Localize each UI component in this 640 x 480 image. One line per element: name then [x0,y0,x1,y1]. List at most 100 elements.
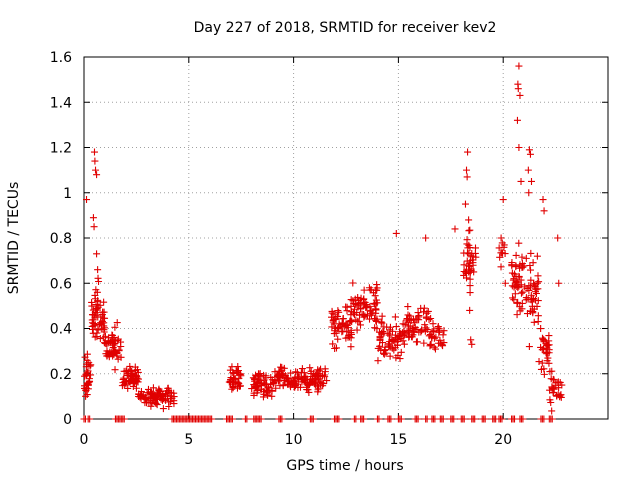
data-point [375,415,383,423]
data-point [226,377,234,385]
data-point [420,308,428,316]
data-point [123,372,131,380]
data-point [86,415,94,423]
data-point [469,261,477,269]
data-point [463,249,471,257]
data-point [537,343,545,351]
data-point [328,309,336,317]
data-point [530,318,538,326]
data-point [535,278,543,286]
data-point [158,392,166,400]
data-point [371,292,379,300]
data-point [515,239,523,247]
data-point [235,374,243,382]
data-point [163,392,171,400]
data-point [360,313,368,321]
data-point [294,383,302,391]
data-point [439,331,447,339]
data-point [545,332,553,340]
data-point [544,341,552,349]
data-point [357,321,365,329]
data-point [93,288,101,296]
data-point [91,295,99,303]
data-point [380,329,388,337]
data-points [80,62,566,423]
data-point [284,380,292,388]
data-point [323,377,331,385]
data-point [498,415,506,423]
data-point [527,249,535,257]
data-point [272,384,280,392]
data-point [357,305,365,313]
data-point [388,327,396,335]
y-tick-label: 0.4 [50,322,72,338]
data-point [415,312,423,320]
data-point [525,286,533,294]
data-point [83,369,91,377]
data-point [276,368,284,376]
data-point [514,298,522,306]
data-point [527,276,535,284]
data-point [519,288,527,296]
data-point [512,279,520,287]
data-point [518,253,526,261]
data-point [379,328,387,336]
data-point [303,380,311,388]
data-point [386,331,394,339]
data-point [316,378,324,386]
data-point [463,173,471,181]
data-point [386,352,394,360]
data-point [431,345,439,353]
data-point [422,324,430,332]
data-point [319,380,327,388]
data-point [335,308,343,316]
data-point [540,345,548,353]
data-point [373,325,381,333]
data-point [82,372,90,380]
data-point [438,341,446,349]
data-point [159,405,167,413]
data-point [243,415,251,423]
data-point [522,294,530,302]
y-axis-title: SRMTID / TECUs [6,182,22,295]
data-point [417,328,425,336]
data-point [332,344,340,352]
x-tick-label: 20 [494,432,512,448]
data-point [233,378,241,386]
data-point [516,264,524,272]
data-point [432,333,440,341]
data-point [508,259,516,267]
data-point [391,313,399,321]
data-point [466,226,474,234]
data-point [339,315,347,323]
data-point [462,268,470,276]
data-point [501,279,509,287]
data-point [93,250,101,258]
data-point [333,312,341,320]
data-point [117,353,125,361]
data-point [250,389,258,397]
data-point [378,312,386,320]
data-point [392,229,400,237]
data-point [532,296,540,304]
data-point [231,379,239,387]
data-point [259,393,267,401]
data-point [548,384,556,392]
data-point [96,301,104,309]
data-point [309,415,317,423]
data-point [440,327,448,335]
data-point [380,350,388,358]
data-point [439,415,447,423]
data-point [529,259,537,267]
data-point [312,376,320,384]
data-point [527,266,535,274]
data-point [170,400,178,408]
data-point [512,262,520,270]
data-point [414,309,422,317]
data-point [427,341,435,349]
data-point [385,338,393,346]
data-point [450,415,458,423]
data-point [549,375,557,383]
data-point [349,279,357,287]
